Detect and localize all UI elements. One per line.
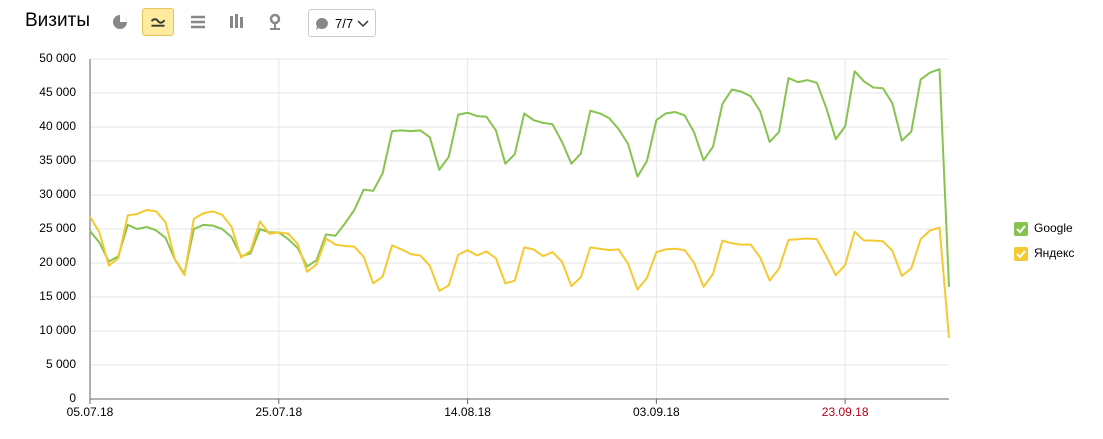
bar-chart-button[interactable] bbox=[221, 8, 253, 36]
legend-check bbox=[1016, 225, 1026, 234]
x-tick-label: 03.09.18 bbox=[633, 405, 680, 419]
y-tick-label: 45 000 bbox=[39, 85, 76, 99]
y-tick-label: 35 000 bbox=[39, 153, 76, 167]
legend-checkbox bbox=[1014, 247, 1028, 261]
y-tick-label: 15 000 bbox=[39, 289, 76, 303]
x-tick-label: 25.07.18 bbox=[255, 405, 302, 419]
legend-checkbox bbox=[1014, 222, 1028, 236]
x-tick-label: 14.08.18 bbox=[444, 405, 491, 419]
y-tick-label: 30 000 bbox=[39, 187, 76, 201]
legend-check bbox=[1016, 250, 1026, 259]
legend-item[interactable]: Яндекс bbox=[1014, 246, 1074, 261]
line-chart-button[interactable] bbox=[142, 8, 174, 36]
x-tick-label: 05.07.18 bbox=[67, 405, 114, 419]
series-line bbox=[89, 208, 950, 338]
y-tick-label: 20 000 bbox=[39, 255, 76, 269]
legend-label: Google bbox=[1034, 221, 1073, 235]
comment-icon bbox=[316, 18, 328, 30]
y-tick-label: 0 bbox=[69, 391, 76, 405]
y-tick-label: 50 000 bbox=[39, 51, 76, 65]
page-title: Визиты bbox=[25, 10, 90, 31]
map-button[interactable] bbox=[259, 8, 291, 36]
segments-dropdown[interactable]: 7/7 bbox=[308, 9, 376, 37]
y-tick-label: 25 000 bbox=[39, 221, 76, 235]
series-line bbox=[89, 68, 950, 287]
x-tick-label: 23.09.18 bbox=[822, 405, 869, 419]
area-chart-button[interactable] bbox=[182, 8, 214, 36]
y-tick-label: 5 000 bbox=[46, 357, 76, 371]
legend-item[interactable]: Google bbox=[1014, 221, 1073, 236]
y-tick-label: 10 000 bbox=[39, 323, 76, 337]
y-tick-label: 40 000 bbox=[39, 119, 76, 133]
pie-chart-button[interactable] bbox=[104, 8, 136, 36]
segments-count: 7/7 bbox=[335, 16, 354, 31]
chevron bbox=[357, 20, 369, 28]
legend-label: Яндекс bbox=[1034, 246, 1074, 260]
